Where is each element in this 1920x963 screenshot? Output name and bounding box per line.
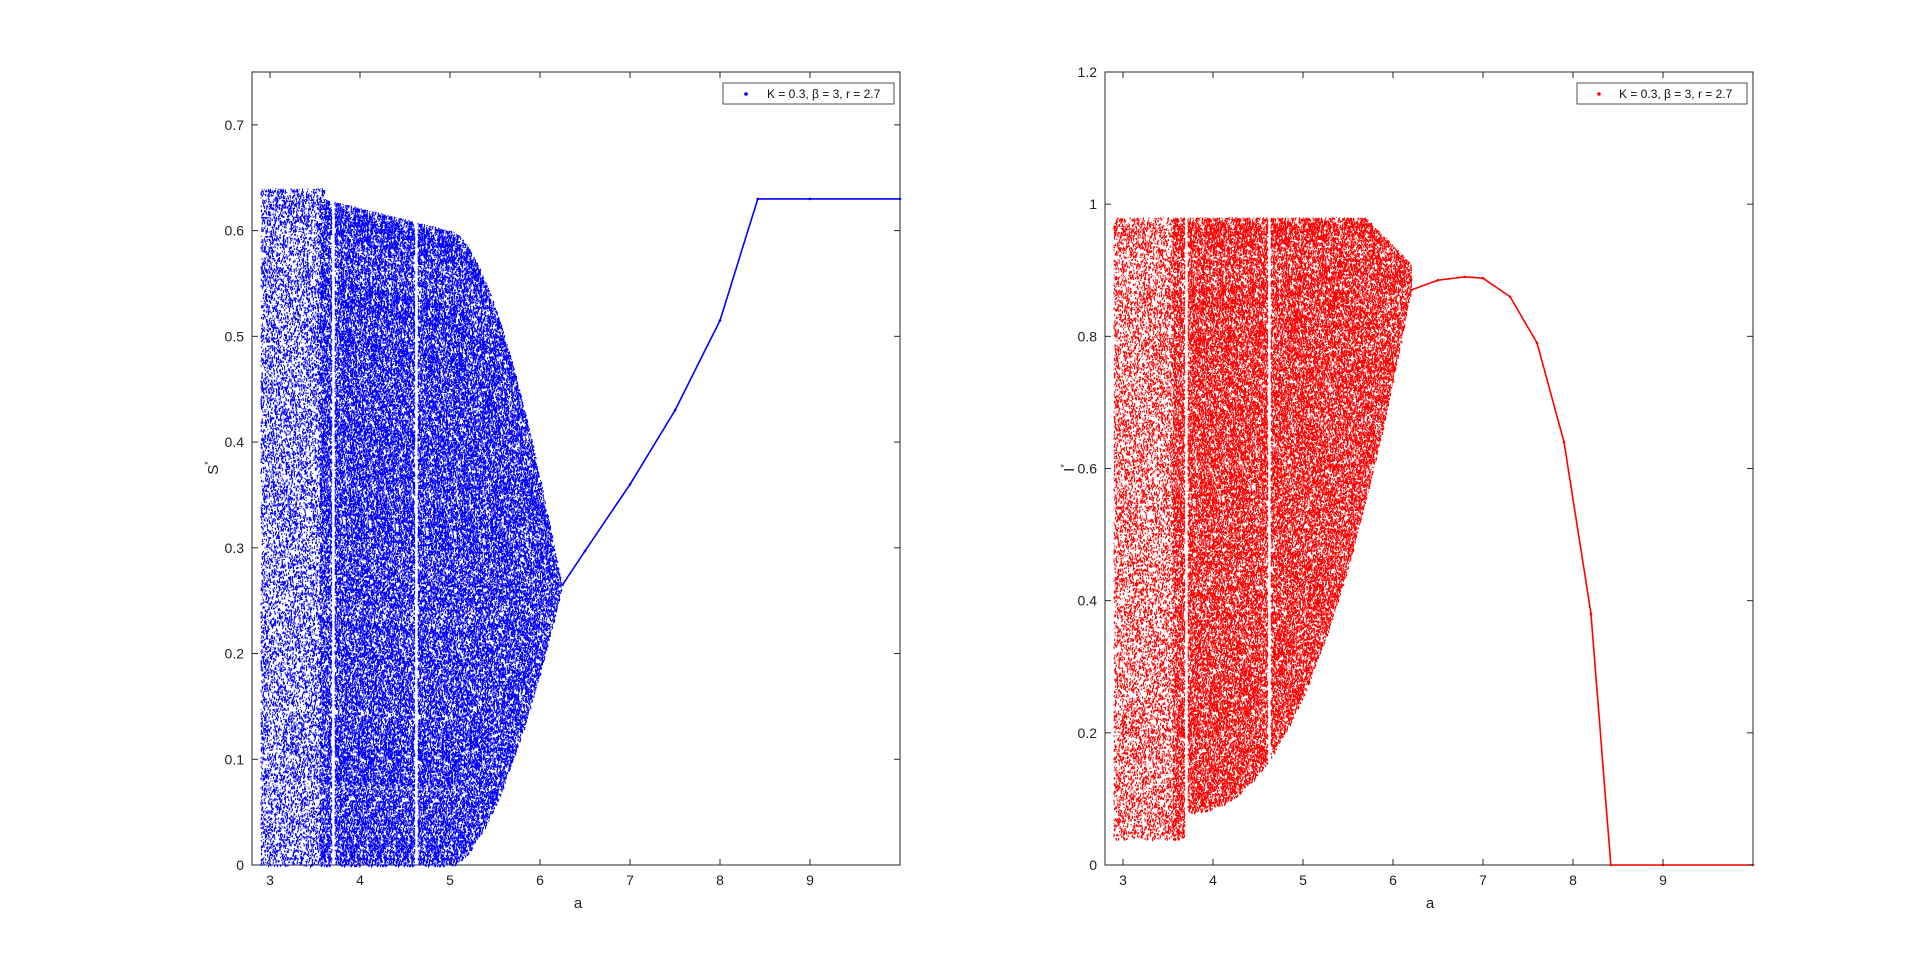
x-tick-label: 5 (1299, 872, 1307, 888)
plot1-legend-box (722, 82, 895, 105)
stable-branch-point (1589, 612, 1593, 616)
x-tick-label: 7 (626, 872, 634, 888)
y-tick-label: 0 (236, 857, 244, 873)
y-tick-label: 0.4 (225, 434, 245, 450)
plot2-axes-box (1104, 71, 1754, 866)
y-tick-label: 0.1 (225, 751, 245, 767)
plot1-legend: K = 0.3, β = 3, r = 2.7 (722, 82, 895, 105)
chaos-cloud (1113, 217, 1413, 842)
plot1-ylabel: S* (203, 461, 222, 475)
stable-branch-point (1508, 295, 1512, 299)
y-tick-label: 0.8 (1078, 328, 1098, 344)
x-tick-label: 9 (806, 872, 814, 888)
stable-branch-point (1463, 275, 1467, 279)
stable-branch-point (1409, 288, 1413, 292)
plot2-points-layer (1113, 217, 1755, 867)
plot1-points-layer (260, 188, 902, 868)
y-tick-label: 1 (1089, 196, 1097, 212)
stable-branch-point (561, 583, 564, 587)
x-tick-label: 7 (1479, 872, 1487, 888)
plot2-legend-box (1576, 82, 1748, 105)
y-tick-label: 0.4 (1078, 593, 1098, 609)
stable-branch-point (718, 319, 722, 322)
stable-branch-point (808, 197, 812, 201)
plot1-axes-box (251, 71, 901, 866)
y-tick-label: 0.6 (225, 223, 245, 239)
y-tick-label: 0.6 (1078, 461, 1098, 477)
y-tick-label: 0.3 (225, 540, 245, 556)
stable-branch-point (1562, 440, 1566, 444)
plot2-ticks-layer: 3 4 5 6 7 8 9 0 0.2 0.4 0.6 0.8 1 1.2 (1078, 64, 1753, 888)
plot2-legend-label: K = 0.3, β = 3, r = 2.7 (1619, 87, 1733, 101)
plot1-xlabel: a (574, 895, 583, 912)
plot1-legend-label: K = 0.3, β = 3, r = 2.7 (767, 87, 881, 101)
y-tick-label: 0.7 (225, 117, 245, 133)
x-tick-label: 5 (446, 872, 454, 888)
stable-branch-line (561, 198, 900, 586)
x-tick-label: 3 (266, 872, 274, 888)
stable-branch-point (1436, 278, 1440, 282)
x-tick-label: 9 (1659, 872, 1667, 888)
y-tick-label: 0.5 (225, 328, 245, 344)
x-tick-label: 3 (1119, 872, 1127, 888)
stable-branch-point (628, 483, 632, 486)
stable-branch-point (583, 549, 587, 553)
plot1-legend-marker (744, 92, 748, 96)
stable-branch-point (756, 197, 760, 201)
stable-branch-point (1481, 276, 1485, 280)
y-tick-label: 0 (1089, 857, 1097, 873)
x-tick-label: 8 (716, 872, 724, 888)
stable-branch-point (1609, 863, 1613, 867)
x-tick-label: 4 (356, 872, 364, 888)
y-tick-label: 1.2 (1078, 64, 1098, 80)
plot2-xlabel: a (1426, 895, 1435, 912)
plot2-ylabel: I* (1059, 464, 1078, 472)
stable-branch-point (1535, 341, 1539, 345)
y-tick-label: 0.2 (1078, 725, 1098, 741)
x-tick-label: 6 (536, 872, 544, 888)
y-tick-label: 0.2 (225, 646, 245, 662)
chaos-cloud (260, 188, 563, 868)
x-tick-label: 4 (1209, 872, 1217, 888)
plot2-legend-marker (1597, 92, 1601, 96)
plot1-ticks-layer: 3 4 5 6 7 8 9 0 0.1 0.2 0.3 0.4 0.5 0.6 0.7 (225, 72, 900, 888)
plot2-legend: K = 0.3, β = 3, r = 2.7 (1576, 82, 1748, 105)
stable-branch-point (673, 409, 677, 412)
x-tick-label: 6 (1389, 872, 1397, 888)
stable-branch-point (898, 197, 902, 201)
x-tick-label: 8 (1569, 872, 1577, 888)
